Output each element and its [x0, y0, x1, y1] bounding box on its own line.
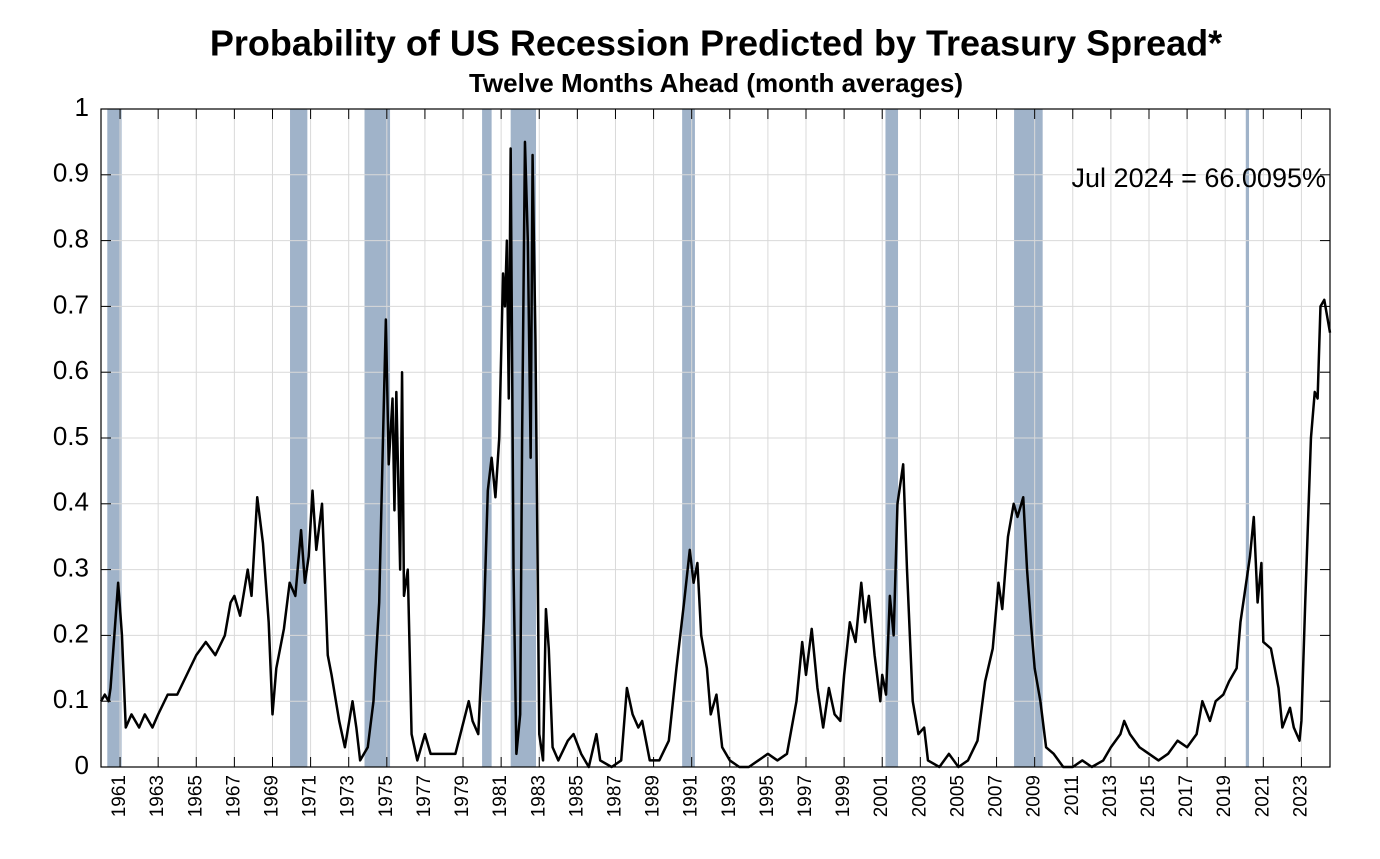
y-tick-label: 0.8 — [53, 223, 89, 253]
x-tick-label: 2011 — [1062, 775, 1083, 816]
y-tick-label: 0.7 — [53, 289, 89, 319]
x-tick-label: 1971 — [300, 775, 321, 817]
x-tick-label: 1993 — [719, 775, 740, 817]
x-tick-label: 1967 — [223, 775, 244, 817]
x-tick-label: 2017 — [1176, 775, 1197, 817]
x-tick-label: 1995 — [757, 775, 778, 817]
x-tick-label: 2005 — [947, 775, 968, 817]
x-tick-label: 1981 — [490, 775, 511, 817]
x-tick-label: 1989 — [643, 775, 664, 817]
x-tick-label: 2007 — [986, 775, 1007, 817]
chart-subtitle: Twelve Months Ahead (month averages) — [469, 68, 963, 98]
x-tick-label: 2009 — [1024, 775, 1045, 817]
y-tick-label: 1 — [75, 92, 89, 122]
y-tick-label: 0.1 — [53, 684, 89, 714]
x-tick-label: 1983 — [528, 775, 549, 817]
x-tick-label: 1973 — [338, 775, 359, 817]
x-tick-label: 2021 — [1252, 775, 1273, 817]
x-tick-label: 1975 — [376, 775, 397, 817]
x-tick-label: 2013 — [1100, 775, 1121, 817]
x-tick-label: 1979 — [452, 775, 473, 817]
y-tick-label: 0.4 — [53, 487, 89, 517]
y-tick-label: 0.5 — [53, 421, 89, 451]
x-tick-label: 2003 — [909, 775, 930, 817]
plot-area: 0 0.1 0.2 0.3 0.4 0.5 0.6 0.7 0.8 0.9 1 1961 1963 196… — [53, 92, 1332, 817]
x-tick-label: 2019 — [1214, 775, 1235, 817]
annotation: Jul 2024 = 66.0095% — [1072, 163, 1326, 193]
x-tick-label: 2015 — [1138, 775, 1159, 817]
y-tick-label: 0.6 — [53, 355, 89, 385]
y-tick-label: 0.9 — [53, 158, 89, 188]
x-tick-label: 2001 — [871, 775, 892, 817]
data-line — [99, 140, 1332, 769]
x-tick-label: 1987 — [604, 775, 625, 817]
chart-title: Probability of US Recession Predicted by… — [210, 23, 1222, 64]
x-tick-label: 1997 — [795, 775, 816, 817]
y-tick-label: 0.3 — [53, 552, 89, 582]
x-tick-label: 1965 — [185, 775, 206, 817]
x-tick-label: 2023 — [1290, 775, 1311, 817]
x-tick-label: 1991 — [681, 775, 702, 817]
x-tick-label: 1985 — [566, 775, 587, 817]
x-tick-label: 1961 — [109, 775, 130, 817]
x-tick-label: 1999 — [833, 775, 854, 817]
x-tick-label: 1977 — [414, 775, 435, 817]
axes-box — [100, 108, 1331, 768]
x-tick-label: 1969 — [262, 775, 283, 817]
y-tick-label: 0 — [75, 750, 89, 780]
y-tick-label: 0.2 — [53, 618, 89, 648]
x-tick-label: 1963 — [147, 775, 168, 817]
